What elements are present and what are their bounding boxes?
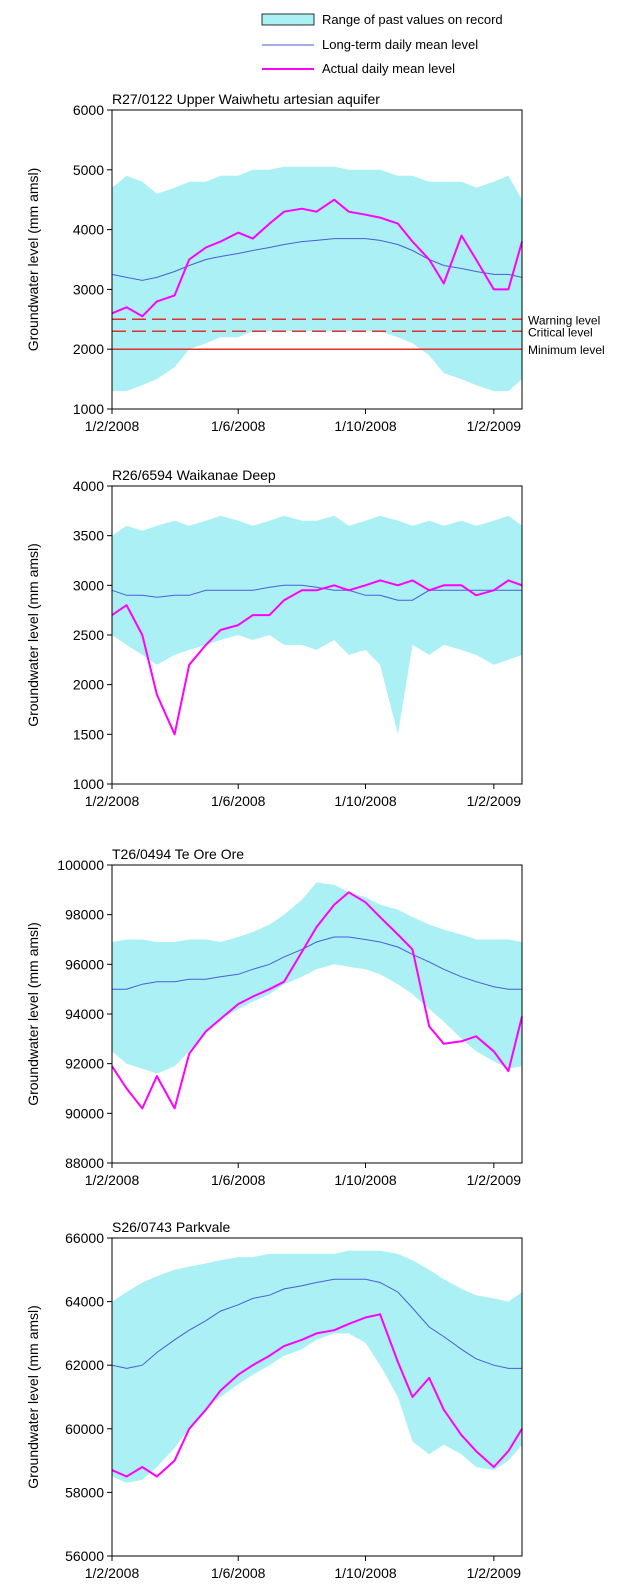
threshold-label-2: Critical level	[528, 325, 593, 339]
y-tick-label-2: 2000	[73, 341, 104, 357]
x-tick-label-1: 1/2/2008	[85, 418, 140, 434]
y-tick-label-3: 92000	[65, 1056, 104, 1072]
x-tick-label-2: 1/6/2008	[211, 1565, 266, 1581]
actual-level-line	[111, 1313, 523, 1478]
y-tick-label-4: 94000	[65, 1006, 104, 1022]
legend-actual-label: Actual daily mean level	[322, 61, 455, 76]
y-axis-label: Groundwater level (mm amsl)	[25, 1305, 41, 1489]
x-tick-label-4: 1/2/2009	[467, 793, 522, 809]
mean-level-line	[112, 936, 522, 990]
y-tick-label-5: 64000	[65, 1294, 104, 1310]
y-tick-label-2: 58000	[65, 1484, 104, 1500]
y-tick-label-5: 96000	[65, 956, 104, 972]
y-axis-label: Groundwater level (mm amsl)	[25, 543, 41, 727]
x-tick-label-2: 1/6/2008	[211, 1172, 266, 1188]
range-band	[112, 515, 522, 735]
legend-range-swatch	[261, 13, 315, 26]
y-tick-label-1: 88000	[65, 1155, 104, 1171]
chart-title: R26/6594 Waikanae Deep	[112, 467, 276, 483]
range-band	[112, 882, 522, 1074]
legend-mean-label: Long-term daily mean level	[322, 37, 478, 52]
x-tick-label-3: 1/10/2008	[334, 793, 396, 809]
y-tick-label-1: 1000	[73, 776, 104, 792]
x-tick-label-4: 1/2/2009	[467, 418, 522, 434]
plot-frame	[111, 1237, 523, 1557]
y-tick-label-1: 1000	[73, 401, 104, 417]
y-tick-label-2: 90000	[65, 1105, 104, 1121]
actual-level-line	[111, 579, 523, 736]
plot-frame	[111, 109, 523, 410]
y-tick-label-5: 5000	[73, 162, 104, 178]
y-tick-label-3: 3000	[73, 281, 104, 297]
y-tick-label-6: 98000	[65, 907, 104, 923]
y-tick-label-2: 1500	[73, 726, 104, 742]
y-tick-label-6: 66000	[65, 1230, 104, 1246]
range-band	[112, 166, 522, 392]
mean-level-line	[111, 1278, 522, 1369]
mean-level-line	[111, 584, 522, 601]
y-tick-label-1: 56000	[65, 1548, 104, 1564]
x-tick-label-3: 1/10/2008	[334, 1172, 396, 1188]
threshold-label-3: Minimum level	[528, 343, 605, 357]
x-tick-label-1: 1/2/2008	[85, 793, 140, 809]
chart-panel-3: 88000 90000 92000 94000 96000 98000 100000 1/2/…	[25, 846, 523, 1188]
x-tick-label-4: 1/2/2009	[467, 1565, 522, 1581]
x-tick-label-1: 1/2/2008	[85, 1172, 140, 1188]
y-axis-label: Groundwater level (mm amsl)	[25, 168, 41, 352]
mean-level-line	[111, 238, 523, 281]
chart-panel-4: 56000 58000 60000 62000 64000 66000 1/2/2008 1/…	[25, 1219, 523, 1581]
x-tick-label-4: 1/2/2009	[467, 1172, 522, 1188]
x-tick-label-2: 1/6/2008	[211, 418, 266, 434]
chart-title: R27/0122 Upper Waiwhetu artesian aquifer	[112, 91, 380, 107]
legend-range-label: Range of past values on record	[322, 12, 503, 27]
y-tick-label-3: 2000	[73, 677, 104, 693]
y-tick-label-4: 4000	[73, 222, 104, 238]
y-tick-label-7: 4000	[73, 478, 104, 494]
y-tick-label-3: 60000	[65, 1421, 104, 1437]
x-tick-label-3: 1/10/2008	[334, 418, 396, 434]
threshold-label-1: Warning level	[528, 313, 600, 327]
y-axis-label: Groundwater level (mm amsl)	[25, 922, 41, 1106]
chart-panel-2: 1000 1500 2000 2500 3000 3500 4000 1/2/2008 1/6/…	[25, 467, 523, 809]
y-tick-label-7: 100000	[57, 857, 104, 873]
actual-level-line	[111, 891, 523, 1110]
y-tick-label-6: 6000	[73, 102, 104, 118]
y-tick-label-6: 3500	[73, 528, 104, 544]
y-tick-label-4: 2500	[73, 627, 104, 643]
y-tick-label-5: 3000	[73, 577, 104, 593]
range-band	[112, 1250, 522, 1483]
y-tick-label-4: 62000	[65, 1357, 104, 1373]
x-tick-label-3: 1/10/2008	[334, 1565, 396, 1581]
actual-level-line	[111, 198, 523, 318]
x-tick-label-1: 1/2/2008	[85, 1565, 140, 1581]
x-tick-label-2: 1/6/2008	[211, 793, 266, 809]
legend: Range of past values on record Long-term…	[261, 12, 503, 76]
chart-title: T26/0494 Te Ore Ore	[112, 846, 244, 862]
chart-title: S26/0743 Parkvale	[112, 1219, 231, 1235]
